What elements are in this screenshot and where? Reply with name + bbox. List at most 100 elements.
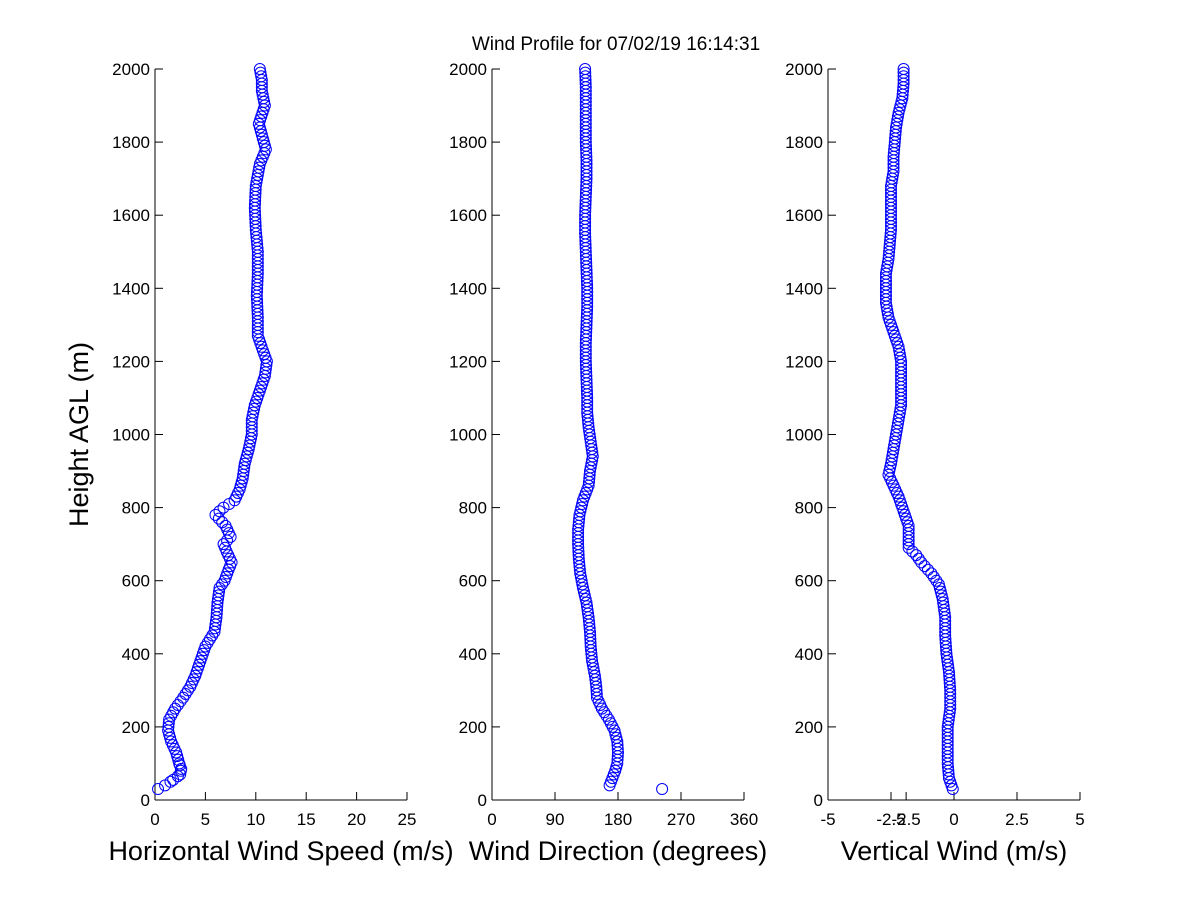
x-tick-label: -2.5 [876,810,905,829]
x-tick-label: 0 [949,810,958,829]
y-tick-label: 2000 [785,60,823,79]
x-tick-label: -2.5 [891,810,920,829]
y-tick-label: 600 [795,572,823,591]
data-point [927,571,940,584]
y-tick-label: 1800 [449,133,487,152]
data-series [879,63,959,796]
y-tick-label: 0 [141,791,150,810]
y-tick-label: 200 [459,718,487,737]
x-tick-label: 90 [546,810,565,829]
y-tick-label: 800 [459,499,487,518]
y-tick-label: 400 [795,645,823,664]
data-point [201,636,214,649]
data-point [656,783,669,796]
data-point [893,348,906,361]
data-point [209,508,222,521]
data-series [572,63,669,796]
x-tick-label: 5 [1075,810,1084,829]
data-point [238,461,251,474]
data-point [254,66,267,79]
y-tick-label: 0 [814,791,823,810]
y-tick-label: 1000 [112,426,150,445]
data-point [213,505,226,518]
x-tick-label: 20 [347,810,366,829]
data-point [600,709,613,722]
data-point [902,523,915,536]
x-tick-label: 15 [297,810,316,829]
data-point [897,70,910,83]
x-tick-label: -5 [820,810,835,829]
data-point [897,66,910,79]
y-tick-label: 600 [122,572,150,591]
y-tick-label: 0 [478,791,487,810]
x-axis-label: Horizontal Wind Speed (m/s) [108,836,453,866]
data-point [162,720,175,733]
y-tick-label: 1400 [449,279,487,298]
data-point [217,538,230,551]
y-tick-label: 1200 [112,352,150,371]
y-tick-label: 1000 [785,426,823,445]
data-point [912,552,925,565]
x-tick-label: 25 [398,810,417,829]
y-tick-label: 1400 [112,279,150,298]
data-point [897,63,910,75]
x-tick-label: 2.5 [1005,810,1029,829]
x-tick-label: 360 [730,810,758,829]
x-tick-label: 270 [667,810,695,829]
y-tick-label: 1200 [449,352,487,371]
y-tick-label: 1600 [785,206,823,225]
data-point [203,633,216,646]
x-tick-label: 0 [487,810,496,829]
y-tick-label: 400 [122,645,150,664]
y-tick-label: 1000 [449,426,487,445]
x-tick-label: 0 [150,810,159,829]
y-tick-label: 800 [122,499,150,518]
x-axis-label: Vertical Wind (m/s) [841,836,1068,866]
y-tick-label: 1600 [449,206,487,225]
y-tick-label: 2000 [449,60,487,79]
y-tick-label: 800 [795,499,823,518]
data-point [206,629,219,642]
data-point [579,66,592,79]
y-tick-label: 2000 [112,60,150,79]
data-point [255,70,268,83]
data-point [925,567,938,580]
y-tick-label: 600 [459,572,487,591]
data-point [212,512,225,525]
data-point [910,549,923,562]
x-tick-label: 180 [604,810,632,829]
y-tick-label: 1800 [112,133,150,152]
y-tick-label: 400 [459,645,487,664]
data-point [181,684,194,697]
data-point [602,713,615,726]
data-point [219,519,232,532]
y-tick-label: 200 [795,718,823,737]
data-series [152,63,273,796]
y-tick-label: 1200 [785,352,823,371]
data-point [598,706,611,719]
x-tick-label: 10 [246,810,265,829]
panel-3: 0 200 400 600 800 1000 1200 1400 1600 1800 2000 -5 -… [785,60,1085,866]
figure-title: Wind Profile for 07/02/19 16:14:31 [472,34,760,55]
y-tick-label: 1600 [112,206,150,225]
y-tick-label: 1800 [785,133,823,152]
data-point [216,578,229,591]
panel-1: 0 200 400 600 800 1000 1200 1400 1600 1800 2000 0 5 1… [64,60,454,866]
panel-2: 0 200 400 600 800 1000 1200 1400 1600 1800 2000 0 90… [449,60,767,866]
data-point [212,589,225,602]
data-point [893,344,906,357]
x-axis-label: Wind Direction (degrees) [469,836,768,866]
data-point [906,545,919,558]
y-tick-label: 1400 [785,279,823,298]
data-point [921,563,934,576]
y-axis-label: Height AGL (m) [64,342,94,527]
data-point [579,63,592,75]
data-point [199,640,212,653]
data-point [253,63,266,75]
data-point [918,560,931,573]
data-point [891,110,904,123]
data-point [162,717,175,730]
